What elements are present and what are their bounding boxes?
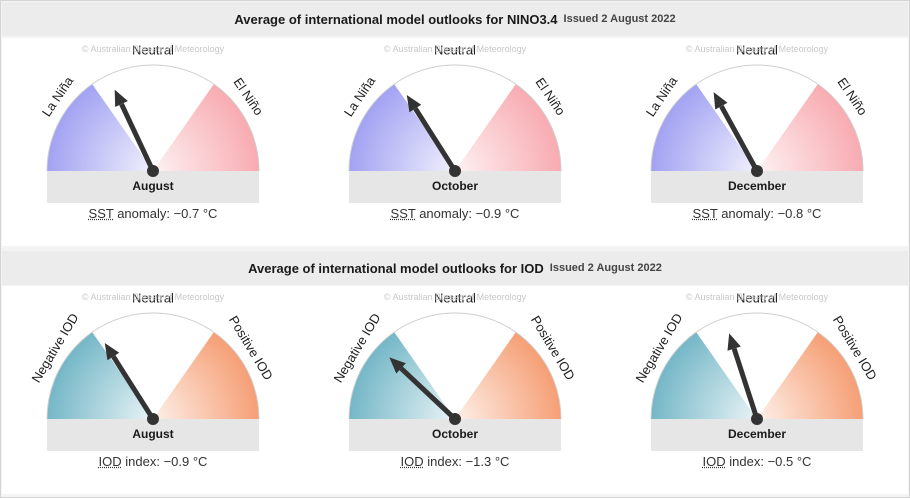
gauge-warm-sector (153, 84, 259, 171)
gauge-top-label: Neutral (434, 42, 476, 57)
caption-value: −0.5 °C (767, 454, 812, 469)
caption-abbreviation[interactable]: IOD (702, 454, 726, 469)
gauge-warm-sector (153, 332, 259, 419)
gauge-month-label: December (727, 179, 787, 193)
gauge-caption: SST anomaly: −0.7 °C (2, 206, 304, 221)
gauge-warm-sector (757, 84, 863, 171)
caption-abbreviation[interactable]: IOD (98, 454, 122, 469)
gauge-needle-hub (449, 413, 461, 425)
iod-gauge-panel: Negative IOD Neutral Positive IOD © Austral… (606, 286, 908, 494)
gauge-cool-sector (47, 84, 153, 171)
watermark: © Australian Bureau of Meteorology (685, 292, 829, 302)
caption-value: −1.3 °C (465, 454, 510, 469)
gauge-top-label: Neutral (132, 290, 174, 305)
gauge-needle (413, 107, 458, 173)
gauge-cool-sector (47, 332, 153, 419)
gauge-needle (111, 355, 156, 421)
nino-gauge-panel: La Niña Neutral El Niño © Australian Bureau… (304, 38, 606, 246)
gauge-needle-hub (147, 165, 159, 177)
gauge-cool-sector (651, 84, 757, 171)
gauge-needle-hub (449, 165, 461, 177)
gauge-needle (119, 102, 156, 173)
caption-text: index: (725, 454, 768, 469)
caption-value: −0.8 °C (777, 206, 822, 221)
gauge-needle-head (727, 333, 741, 351)
gauge-top-label: Neutral (736, 290, 778, 305)
gauge-caption: IOD index: −0.5 °C (606, 454, 908, 469)
iod-section-body: Negative IOD Neutral Positive IOD © Austral… (2, 286, 908, 494)
caption-abbreviation[interactable]: SST (390, 206, 416, 221)
gauge-month-label: August (132, 427, 174, 441)
gauge-warm-sector (455, 84, 561, 171)
gauge-needle-hub (751, 165, 763, 177)
caption-value: −0.9 °C (163, 454, 208, 469)
caption-text: index: (423, 454, 466, 469)
iod-issued-date: Issued 2 August 2022 (549, 262, 662, 274)
gauge-month-label: August (132, 179, 174, 193)
caption-abbreviation[interactable]: SST (88, 206, 114, 221)
watermark: © Australian Bureau of Meteorology (383, 292, 527, 302)
gauge-cool-sector (651, 332, 757, 419)
caption-abbreviation[interactable]: SST (692, 206, 718, 221)
caption-text: index: (121, 454, 164, 469)
gauge-warm-sector (757, 332, 863, 419)
gauge-top-label: Neutral (132, 42, 174, 57)
gauge-needle-head (406, 95, 422, 113)
nino-issued-date: Issued 2 August 2022 (563, 13, 676, 25)
gauge-month-label: December (727, 427, 787, 441)
nino-gauge-panel: La Niña Neutral El Niño © Australian Bureau… (2, 38, 304, 246)
gauge-caption: SST anomaly: −0.8 °C (606, 206, 908, 221)
caption-text: anomaly: (717, 206, 778, 221)
gauge-top-label: Neutral (736, 42, 778, 57)
nino-gauge-panel: La Niña Neutral El Niño © Australian Bureau… (606, 38, 908, 246)
iod-title: Average of international model outlooks … (248, 260, 544, 276)
watermark: © Australian Bureau of Meteorology (383, 44, 527, 54)
watermark: © Australian Bureau of Meteorology (81, 292, 225, 302)
gauge-warm-sector (455, 332, 561, 419)
gauge-caption: SST anomaly: −0.9 °C (304, 206, 606, 221)
nino-title: Average of international model outlooks … (234, 11, 558, 27)
gauge-needle-hub (147, 413, 159, 425)
iod-section-header: Average of international model outlooks … (2, 251, 908, 285)
gauge-month-label: October (431, 179, 478, 193)
iod-gauge-panel: Negative IOD Neutral Positive IOD © Austral… (2, 286, 304, 494)
caption-value: −0.9 °C (475, 206, 520, 221)
gauge-top-label: Neutral (434, 290, 476, 305)
iod-gauge-panel: Negative IOD Neutral Positive IOD © Austral… (304, 286, 606, 494)
watermark: © Australian Bureau of Meteorology (685, 44, 829, 54)
gauge-caption: IOD index: −0.9 °C (2, 454, 304, 469)
gauge-needle-head (389, 357, 406, 374)
gauge-needle (731, 347, 760, 420)
gauge-needle (719, 104, 760, 173)
gauge-needle-head (104, 343, 120, 361)
caption-text: anomaly: (415, 206, 476, 221)
gauge-needle-hub (751, 413, 763, 425)
gauge-needle-head (114, 89, 128, 108)
caption-abbreviation[interactable]: IOD (400, 454, 424, 469)
watermark: © Australian Bureau of Meteorology (81, 44, 225, 54)
gauge-cool-sector (349, 84, 455, 171)
gauge-month-label: October (431, 427, 478, 441)
gauge-needle-head (713, 92, 728, 110)
caption-value: −0.7 °C (173, 206, 218, 221)
nino-section-body: La Niña Neutral El Niño © Australian Bureau… (2, 38, 908, 246)
caption-text: anomaly: (113, 206, 174, 221)
nino-section-header: Average of international model outlooks … (2, 2, 908, 36)
gauge-caption: IOD index: −1.3 °C (304, 454, 606, 469)
gauge-needle (399, 366, 457, 421)
